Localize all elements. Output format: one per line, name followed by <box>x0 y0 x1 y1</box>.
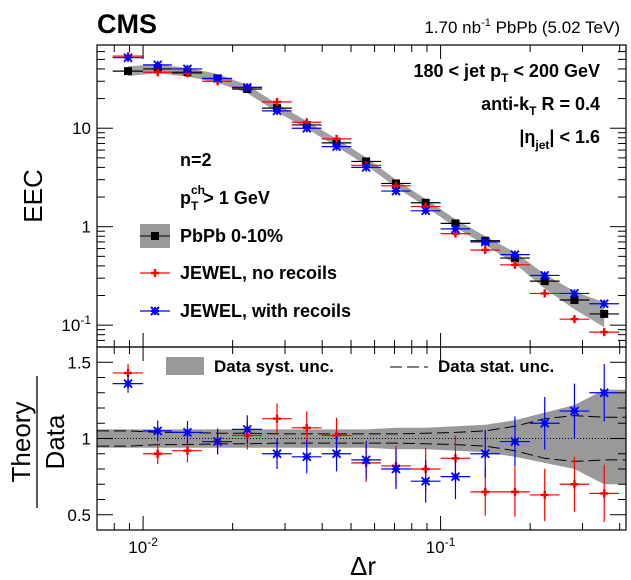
jewel-norecoil-ratio-point <box>302 423 311 432</box>
jewel-recoil-ratio-point <box>361 455 371 465</box>
legend-jewel-recoil-marker <box>150 306 160 316</box>
pbpb-point <box>451 219 460 228</box>
legend-top: PbPb 0-10% JEWEL, no recoils JEWEL, with… <box>140 224 351 321</box>
legend-pbpb-label: PbPb 0-10% <box>180 226 283 246</box>
jewel-recoil-ratio-point <box>599 388 609 398</box>
series-jewel-recoil <box>112 53 620 309</box>
jewel-norecoil-ratio-point <box>510 487 519 496</box>
jewel-recoil-point <box>212 73 223 84</box>
jewel-norecoil-point <box>481 245 490 254</box>
legend-jewel-norecoil-marker <box>151 269 159 277</box>
jewel-recoil-point <box>153 60 163 70</box>
jewel-recoil-ratio-point <box>242 424 252 434</box>
n-label: n=2 <box>180 150 212 170</box>
jewel-recoil-ratio-point <box>212 436 223 447</box>
x-tick-label: 10-2 <box>128 535 158 557</box>
jewel-recoil-point <box>540 270 550 281</box>
pbpb-point <box>540 277 549 286</box>
data-syst-band-ratio <box>97 389 626 485</box>
y-tick-label: 10-1 <box>61 313 91 335</box>
jewel-norecoil-ratio-point <box>481 487 490 496</box>
jewel-norecoil-ratio-point <box>153 449 162 458</box>
jewel-recoil-ratio-point <box>182 427 193 438</box>
legend-syst-swatch <box>166 357 204 375</box>
jewel-recoil-point <box>242 82 252 92</box>
jewel-recoil-ratio-point <box>480 449 490 459</box>
jewel-recoil-ratio-point <box>391 464 401 474</box>
jewel-recoil-point <box>272 106 282 116</box>
jewel-norecoil-point <box>600 328 609 337</box>
cms-label: CMS <box>97 9 157 39</box>
top-series <box>112 52 620 337</box>
y-tick-label: 1 <box>82 218 91 237</box>
ratio-y-title-denominator: Data <box>40 414 70 469</box>
legend-syst-label: Data syst. unc. <box>214 357 334 376</box>
jewel-norecoil-point <box>153 68 162 77</box>
bottom-axis-ticks: 0.5 1 1.5 10-2 10-1 <box>67 346 626 557</box>
legend-stat-label: Data stat. unc. <box>438 357 554 376</box>
ratio-y-tick-label: 1 <box>82 430 91 449</box>
jewel-norecoil-point <box>273 97 282 106</box>
cut-eta: |ηjet| < 1.6 <box>519 127 600 152</box>
pbpb-point <box>570 296 579 305</box>
legend-jewel-norecoil-label: JEWEL, no recoils <box>180 263 337 283</box>
jewel-recoil-ratio-point <box>331 449 342 459</box>
y-tick-label: 10 <box>72 119 91 138</box>
jewel-recoil-ratio-point <box>153 426 163 436</box>
jewel-recoil-ratio-point <box>540 418 550 428</box>
jewel-norecoil-ratio-point <box>183 446 192 455</box>
jewel-recoil-point <box>421 206 431 216</box>
jewel-norecoil-ratio-point <box>540 490 549 499</box>
jewel-recoil-ratio-point <box>450 471 461 482</box>
jewel-recoil-point <box>331 142 342 152</box>
jewel-recoil-point <box>182 64 193 74</box>
pbpb-point <box>600 309 609 318</box>
jewel-recoil-ratio-point <box>123 378 133 389</box>
top-frame <box>96 44 627 348</box>
ratio-y-title-numerator: Theory <box>6 402 36 483</box>
ratio-syst-band <box>97 389 626 485</box>
jewel-norecoil-ratio-point <box>570 480 579 489</box>
cut-algorithm: anti-kT R = 0.4 <box>481 94 600 118</box>
jewel-norecoil-point <box>510 260 519 269</box>
jewel-recoil-point <box>391 186 401 196</box>
jewel-recoil-ratio-point <box>272 449 282 459</box>
top-panel: 10-1 1 10 EEC 180 < jet pT < 200 GeV anti-… <box>18 44 627 348</box>
bottom-panel: 0.5 1 1.5 10-2 10-1 Data syst. unc. Data sta… <box>6 346 627 580</box>
jewel-recoil-ratio-point <box>510 436 520 447</box>
ratio-y-title: Theory Data <box>6 376 70 508</box>
jewel-recoil-point <box>510 250 520 260</box>
jewel-norecoil-point <box>540 289 549 298</box>
jewel-norecoil-point <box>332 134 341 143</box>
jewel-recoil-ratio-point <box>421 476 431 486</box>
jewel-recoil-point <box>302 123 312 133</box>
x-axis-title: Δr <box>350 551 376 580</box>
jewel-recoil-point <box>450 224 461 234</box>
legend-jewel-recoil-label: JEWEL, with recoils <box>180 301 351 321</box>
x-tick-label: 10-1 <box>426 535 456 557</box>
jewel-norecoil-ratio-point <box>273 414 282 423</box>
jewel-recoil-point <box>599 299 609 309</box>
legend-pbpb-marker <box>151 232 159 240</box>
jewel-recoil-ratio-point <box>569 406 580 416</box>
ratio-series-jewel-recoil <box>112 364 620 503</box>
jewel-norecoil-point <box>570 315 579 324</box>
pbpb-point <box>124 67 133 76</box>
jewel-recoil-point <box>361 162 371 173</box>
ratio-series <box>112 363 620 523</box>
ratio-y-tick-label: 1.5 <box>67 353 91 372</box>
jewel-recoil-point <box>123 53 133 63</box>
jewel-recoil-point <box>480 237 490 247</box>
jewel-recoil-point <box>569 288 580 299</box>
lumi-label: 1.70 nb-1 PbPb (5.02 TeV) <box>424 17 620 37</box>
jewel-recoil-ratio-point <box>302 452 312 462</box>
y-axis-title-eec: EEC <box>18 169 48 222</box>
ratio-y-tick-label: 0.5 <box>67 506 91 525</box>
cut-jet-pt: 180 < jet pT < 200 GeV <box>414 61 600 85</box>
legend-bottom: Data syst. unc. Data stat. unc. <box>166 357 554 376</box>
track-pt-label: pch T > 1 GeV <box>180 183 270 213</box>
jewel-norecoil-ratio-point <box>600 489 609 498</box>
